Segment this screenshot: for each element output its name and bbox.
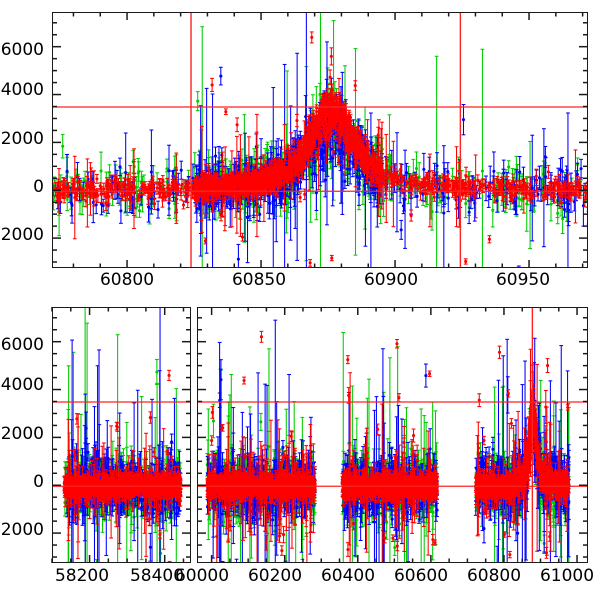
bottom-panel-segment2-frame (197, 307, 588, 563)
top-xtick-label-60900: 60900 (341, 272, 441, 289)
bottom-ytick-label-minus2000: -2000 (0, 522, 44, 539)
bottom-panel: 6000 4000 2000 0 -2000 58200 58400 60000… (0, 300, 600, 600)
top-panel: 6000 4000 2000 0 -2000 60800 60850 60900… (0, 12, 588, 289)
top-xtick-label-60800: 60800 (77, 272, 177, 289)
bottom-panel-segment1-canvas (53, 308, 190, 562)
top-ytick-label-4000: 4000 (0, 82, 44, 99)
top-xtick-label-60950: 60950 (473, 272, 573, 289)
top-ytick-label-2000: 2000 (0, 131, 44, 148)
bottom-xtick-label-58400: 58400 (112, 568, 202, 585)
bottom-xtick-label-60600: 60600 (376, 568, 466, 585)
bottom-xtick-label-60800: 60800 (449, 568, 539, 585)
bottom-xtick-label-58200: 58200 (37, 568, 127, 585)
top-panel-data-canvas (53, 13, 587, 267)
bottom-ytick-label-4000: 4000 (0, 377, 44, 394)
top-panel-plot-frame (52, 12, 588, 268)
bottom-ytick-label-2000: 2000 (0, 426, 44, 443)
bottom-xtick-label-60000: 60000 (157, 568, 247, 585)
bottom-xtick-label-61000: 61000 (522, 568, 600, 585)
bottom-panel-segment1-frame (52, 307, 191, 563)
top-ytick-label-0: 0 (0, 179, 44, 196)
top-ytick-label-6000: 6000 (0, 42, 44, 59)
top-ytick-label-minus2000: -2000 (0, 227, 44, 244)
bottom-xtick-label-60200: 60200 (230, 568, 320, 585)
bottom-ytick-label-6000: 6000 (0, 337, 44, 354)
bottom-ytick-label-0: 0 (0, 474, 44, 491)
top-xtick-label-60850: 60850 (209, 272, 309, 289)
bottom-panel-segment2-canvas (198, 308, 587, 562)
bottom-xtick-label-60400: 60400 (303, 568, 393, 585)
